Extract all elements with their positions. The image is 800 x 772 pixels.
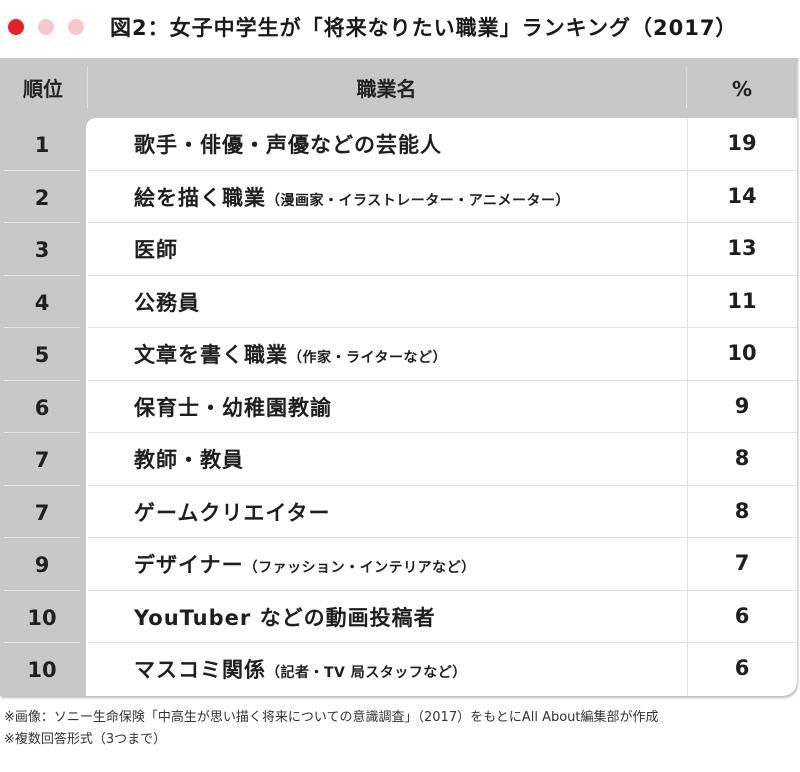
- occupation-name: 保育士・幼稚園教諭: [134, 395, 332, 420]
- occupation-name: マスコミ関係: [134, 658, 266, 682]
- minimize-dot-icon[interactable]: [38, 19, 54, 35]
- rank-cell: 7: [34, 500, 50, 525]
- table-row: 6 保育士・幼稚園教諭 9: [0, 381, 797, 433]
- percent-cell: 7: [734, 551, 750, 575]
- row-divider: [88, 642, 797, 643]
- row-divider: [4, 589, 80, 591]
- occupation-name: 教師・教員: [134, 448, 244, 472]
- column-separator: [687, 118, 688, 696]
- occupation-name: YouTuber などの動画投稿者: [134, 605, 436, 630]
- row-divider: [4, 484, 80, 486]
- occupation-note: （作家・ライターなど）: [288, 350, 447, 366]
- row-divider: [88, 432, 797, 433]
- percent-cell: 10: [727, 341, 757, 365]
- table-row: 10 YouTuber などの動画投稿者 6: [0, 591, 797, 643]
- occupation-cell: ゲームクリエイター: [134, 486, 331, 538]
- occupation-cell: デザイナー（ファッション・インテリアなど）: [134, 538, 476, 590]
- row-divider: [4, 379, 80, 381]
- row-divider: [4, 537, 80, 538]
- occupation-cell: YouTuber などの動画投稿者: [134, 591, 436, 643]
- occupation-name: 歌手・俳優・声優などの芸能人: [134, 133, 442, 157]
- percent-cell: 11: [727, 288, 757, 313]
- occupation-name: 文章を書く職業: [134, 343, 288, 367]
- table-row: 9 デザイナー（ファッション・インテリアなど） 7: [0, 538, 797, 591]
- occupation-cell: 絵を描く職業（漫画家・イラストレーター・アニメーター）: [134, 171, 570, 223]
- footnote-format: ※複数回答形式（3つまで）: [4, 732, 167, 747]
- occupation-name: デザイナー: [134, 553, 244, 577]
- occupation-cell: マスコミ関係（記者・TV 局スタッフなど）: [134, 643, 467, 695]
- occupation-name: 公務員: [134, 290, 200, 315]
- table-row: 1 歌手・俳優・声優などの芸能人 19: [0, 118, 797, 171]
- occupation-cell: 文章を書く職業（作家・ライターなど）: [134, 328, 447, 380]
- table-row: 4 公務員 11: [0, 276, 797, 328]
- close-dot-icon[interactable]: [8, 19, 24, 35]
- row-divider: [88, 274, 797, 276]
- rank-cell: 10: [27, 658, 57, 682]
- row-divider: [4, 327, 80, 328]
- table-row: 2 絵を描く職業（漫画家・イラストレーター・アニメーター） 14: [0, 171, 797, 223]
- rank-cell: 6: [34, 395, 50, 420]
- row-divider: [4, 432, 80, 433]
- rank-cell: 4: [34, 290, 50, 315]
- figure-title: 図2：女子中学生が「将来なりたい職業」ランキング（2017）: [110, 16, 738, 40]
- footnotes: ※画像：ソニー生命保険「中高生が思い描く将来についての意識調査」（2017）をも…: [4, 707, 659, 751]
- occupation-name: 絵を描く職業: [134, 185, 266, 210]
- occupation-note: （漫画家・イラストレーター・アニメーター）: [266, 192, 570, 209]
- percent-cell: 19: [727, 131, 757, 155]
- ranking-table: 順位 職業名 % 1 歌手・俳優・声優などの芸能人 19 2 絵を描く職業（漫画家・イラ…: [0, 58, 797, 696]
- row-divider: [88, 589, 797, 591]
- table-body-bg: [86, 118, 797, 696]
- percent-cell: 8: [734, 498, 750, 523]
- percent-cell: 9: [734, 393, 750, 418]
- header-rank: 順位: [23, 77, 63, 101]
- header-percent: %: [731, 77, 753, 101]
- header-name: 職業名: [356, 77, 417, 101]
- percent-cell: 13: [727, 236, 757, 260]
- row-divider: [88, 484, 797, 486]
- header-separator: [686, 66, 687, 108]
- table-row: 5 文章を書く職業（作家・ライターなど） 10: [0, 328, 797, 381]
- occupation-cell: 保育士・幼稚園教諭: [134, 381, 332, 433]
- table-row: 10 マスコミ関係（記者・TV 局スタッフなど） 6: [0, 643, 797, 696]
- percent-cell: 8: [734, 446, 750, 470]
- rank-cell: 1: [34, 133, 50, 157]
- rank-cell: 7: [34, 448, 50, 472]
- percent-cell: 6: [734, 603, 750, 628]
- row-divider: [4, 274, 80, 276]
- table-row: 7 ゲームクリエイター 8: [0, 486, 797, 538]
- row-divider: [88, 169, 797, 171]
- title-bar: 図2：女子中学生が「将来なりたい職業」ランキング（2017）: [0, 0, 800, 58]
- table-row: 3 医師 13: [0, 223, 797, 276]
- row-divider: [88, 222, 797, 223]
- occupation-note: （ファッション・インテリアなど）: [243, 560, 476, 576]
- rank-cell: 10: [27, 605, 57, 630]
- row-divider: [4, 642, 80, 643]
- percent-cell: 14: [727, 183, 757, 208]
- row-divider: [88, 327, 797, 328]
- rank-cell: 3: [34, 238, 50, 262]
- row-divider: [4, 222, 80, 223]
- maximize-dot-icon[interactable]: [68, 19, 84, 35]
- occupation-cell: 公務員: [134, 276, 200, 328]
- table-header: 順位 職業名 %: [0, 58, 797, 116]
- occupation-name: ゲームクリエイター: [134, 500, 331, 525]
- occupation-cell: 教師・教員: [134, 433, 244, 485]
- occupation-cell: 医師: [134, 223, 178, 275]
- table-row: 7 教師・教員 8: [0, 433, 797, 486]
- occupation-note: （記者・TV 局スタッフなど）: [266, 665, 467, 681]
- rank-cell: 2: [34, 185, 50, 210]
- rank-cell: 5: [34, 343, 50, 367]
- row-divider: [4, 169, 80, 171]
- rank-cell: 9: [34, 553, 50, 577]
- header-separator: [87, 66, 88, 108]
- row-divider: [88, 379, 797, 381]
- occupation-cell: 歌手・俳優・声優などの芸能人: [134, 118, 442, 170]
- occupation-name: 医師: [134, 238, 178, 262]
- row-divider: [88, 537, 797, 538]
- footnote-source: ※画像：ソニー生命保険「中高生が思い描く将来についての意識調査」（2017）をも…: [4, 710, 659, 725]
- percent-cell: 6: [734, 656, 750, 680]
